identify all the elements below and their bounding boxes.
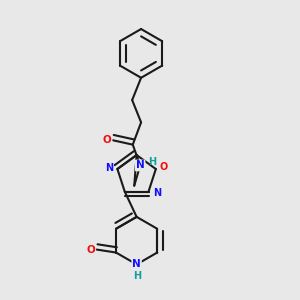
Text: O: O [159, 162, 167, 172]
Text: H: H [148, 157, 156, 167]
Text: N: N [105, 163, 113, 172]
Text: N: N [153, 188, 161, 198]
Text: O: O [103, 135, 112, 145]
Text: H: H [133, 271, 141, 281]
Text: N: N [132, 260, 141, 269]
Text: N: N [136, 160, 145, 170]
Text: O: O [86, 244, 95, 255]
